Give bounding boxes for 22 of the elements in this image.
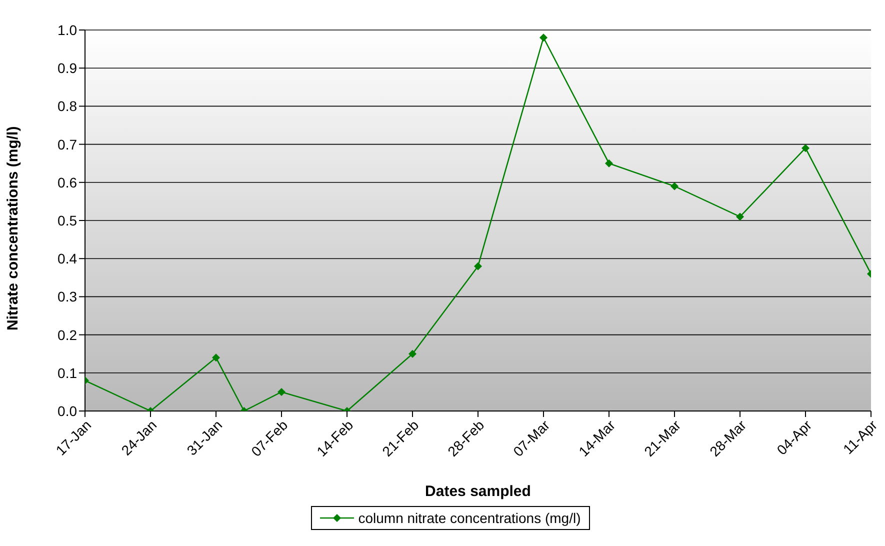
y-tick-label: 0.8 (58, 98, 78, 114)
point (474, 262, 482, 270)
point (278, 388, 286, 396)
point (736, 212, 744, 221)
y-axis-title: Nitrate concentrations (mg/l) (4, 126, 22, 330)
y-tick-label: 0.9 (58, 60, 78, 76)
y-tick-label: 0.6 (58, 174, 78, 190)
y-tick-label: 1.0 (58, 22, 78, 38)
y-tick-label: 0.4 (58, 250, 78, 267)
y-tick-label: 0.3 (58, 288, 78, 305)
y-tick-label: 0.5 (58, 212, 78, 228)
y-tick-label: 0.0 (58, 402, 78, 419)
y-tick-label: 0.1 (58, 364, 78, 381)
y-tick-label: 0.2 (58, 326, 78, 343)
point (605, 159, 613, 168)
x-axis-title: Dates sampled (425, 483, 531, 500)
point (670, 182, 678, 190)
point (802, 144, 810, 152)
y-tick-label: 0.7 (58, 136, 78, 152)
point (408, 350, 416, 358)
point (540, 34, 548, 42)
legend-label: column nitrate concentrations (mg/l) (358, 510, 581, 526)
